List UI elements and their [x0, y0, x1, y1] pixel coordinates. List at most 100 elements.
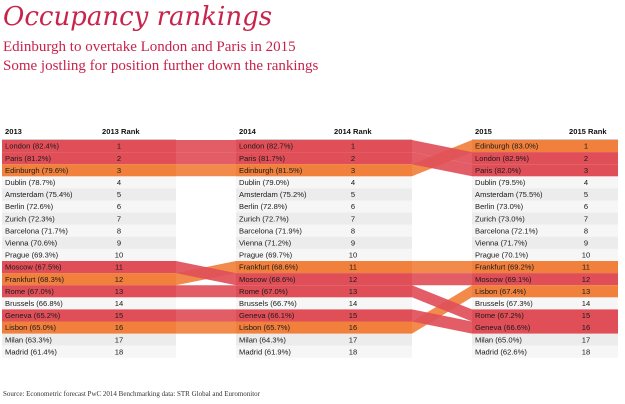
rank-value-vienna-2015: 9 [584, 239, 588, 248]
highlight-edinburgh-2013 [2, 164, 176, 177]
connector-bands [176, 140, 472, 334]
rank-value-barcelona-2015: 8 [584, 226, 588, 235]
rank-value-rome-2013: 13 [115, 287, 123, 296]
highlight-moscow-2015 [472, 273, 618, 286]
highlight-lisbon-2013 [2, 321, 176, 334]
rank-value-edinburgh-2014: 3 [351, 166, 355, 175]
row-bg-2013-17 [2, 333, 176, 346]
row-bg-2015-17 [472, 333, 618, 346]
highlight-paris-2014 [236, 152, 412, 165]
highlight-edinburgh-2014 [236, 164, 412, 177]
city-label-vienna-2014: Vienna (71.2%) [239, 239, 292, 248]
source-note: Source: Econometric forecast PwC 2014 Be… [3, 390, 260, 398]
rank-value-frankfurt-2015: 11 [582, 263, 590, 272]
rank-value-milan-2013: 17 [115, 335, 123, 344]
row-bg-2014-9 [236, 236, 412, 249]
row-bg-2014-17 [236, 333, 412, 346]
band-edinburgh-2014-2015 [412, 140, 472, 177]
highlight-london-2015 [472, 152, 618, 165]
city-label-milan-2014: Milan (64.3%) [239, 335, 286, 344]
city-label-prague-2014: Prague (69.7%) [239, 251, 293, 260]
city-label-dublin-2015: Dublin (79.5%) [475, 178, 526, 187]
chart-title: Occupancy rankings [3, 2, 273, 32]
rank-value-paris-2013: 2 [117, 154, 121, 163]
city-label-prague-2013: Prague (69.3%) [5, 251, 59, 260]
city-label-milan-2015: Milan (65.0%) [475, 335, 522, 344]
rank-value-moscow-2014: 12 [349, 275, 357, 284]
row-bg-2015-4 [472, 176, 618, 189]
highlighted-rows [2, 140, 618, 334]
rank-value-moscow-2013: 11 [115, 263, 123, 272]
city-label-prague-2015: Prague (70.1%) [475, 251, 529, 260]
city-label-edinburgh-2013: Edinburgh (79.6%) [5, 166, 69, 175]
city-label-berlin-2013: Berlin (72.6%) [5, 202, 54, 211]
rank-value-lisbon-2015: 13 [582, 287, 590, 296]
rank-value-dublin-2015: 4 [584, 178, 588, 187]
row-bg-2013-8 [2, 224, 176, 237]
rank-value-lisbon-2013: 16 [115, 323, 123, 332]
rank-value-paris-2014: 2 [351, 154, 355, 163]
city-label-frankfurt-2013: Frankfurt (68.3%) [5, 275, 65, 284]
rank-value-barcelona-2014: 8 [351, 226, 355, 235]
rank-value-berlin-2015: 6 [584, 202, 588, 211]
rank-value-paris-2015: 3 [584, 166, 588, 175]
rank-header-2013: 2013 Rank [102, 127, 140, 136]
highlight-london-2014 [236, 140, 412, 153]
rank-value-edinburgh-2013: 3 [117, 166, 121, 175]
highlight-paris-2015 [472, 164, 618, 177]
rank-value-zurich-2015: 7 [584, 214, 588, 223]
rank-value-vienna-2013: 9 [117, 239, 121, 248]
city-label-lisbon-2014: Lisbon (65.7%) [239, 323, 291, 332]
highlight-frankfurt-2013 [2, 273, 176, 286]
rank-value-amsterdam-2015: 5 [584, 190, 588, 199]
rank-value-berlin-2014: 6 [351, 202, 355, 211]
city-label-barcelona-2014: Barcelona (71.9%) [239, 226, 302, 235]
city-label-milan-2013: Milan (63.3%) [5, 335, 52, 344]
row-bg-2013-4 [2, 176, 176, 189]
table-text: 2013 2013 Rank London (82.4%) 1 Paris (81.2%… [5, 127, 607, 356]
city-label-vienna-2015: Vienna (71.7%) [475, 239, 528, 248]
row-bg-2014-14 [236, 297, 412, 310]
city-label-barcelona-2015: Barcelona (72.1%) [475, 226, 538, 235]
rank-value-berlin-2013: 6 [117, 202, 121, 211]
band-london-2014-2015 [412, 140, 472, 165]
rank-value-barcelona-2013: 8 [117, 226, 121, 235]
band-frankfurt-2014-2015 [412, 261, 472, 274]
rank-value-london-2014: 1 [351, 142, 355, 151]
highlight-frankfurt-2014 [236, 261, 412, 274]
rank-value-london-2013: 1 [117, 142, 121, 151]
rank-value-dublin-2013: 4 [117, 178, 121, 187]
row-bg-2013-9 [2, 236, 176, 249]
band-rome-2014-2015 [412, 285, 472, 322]
rank-value-amsterdam-2013: 5 [117, 190, 121, 199]
city-label-brussels-2013: Brussels (66.8%) [5, 299, 63, 308]
city-label-madrid-2013: Madrid (61.4%) [5, 347, 57, 356]
city-label-madrid-2015: Madrid (62.6%) [475, 347, 527, 356]
column-header-2015: 2015 [475, 127, 493, 136]
row-bg-2013-14 [2, 297, 176, 310]
city-label-moscow-2015: Moscow (69.1%) [475, 275, 532, 284]
highlight-paris-2013 [2, 152, 176, 165]
rank-value-madrid-2014: 18 [349, 347, 357, 356]
rank-value-brussels-2015: 14 [582, 299, 590, 308]
rank-value-london-2015: 2 [584, 154, 588, 163]
row-bg-2014-7 [236, 212, 412, 225]
row-bg-2014-8 [236, 224, 412, 237]
rank-value-rome-2014: 13 [349, 287, 357, 296]
city-label-zurich-2013: Zurich (72.3%) [5, 214, 55, 223]
rank-header-2015: 2015 Rank [569, 127, 607, 136]
city-label-madrid-2014: Madrid (61.9%) [239, 347, 291, 356]
chart-subtitle-line-1: Edinburgh to overtake London and Paris i… [3, 39, 296, 55]
highlight-rome-2013 [2, 285, 176, 298]
city-label-berlin-2015: Berlin (73.0%) [475, 202, 524, 211]
row-bg-2014-6 [236, 200, 412, 213]
rank-header-2014: 2014 Rank [334, 127, 372, 136]
city-label-lisbon-2015: Lisbon (67.4%) [475, 287, 527, 296]
column-header-2014: 2014 [239, 127, 257, 136]
city-label-barcelona-2013: Barcelona (71.7%) [5, 226, 68, 235]
row-bg-2013-5 [2, 188, 176, 201]
band-lisbon-2013-2014 [176, 321, 236, 334]
city-label-moscow-2014: Moscow (68.6%) [239, 275, 296, 284]
rank-value-amsterdam-2014: 5 [351, 190, 355, 199]
row-bg-2015-6 [472, 200, 618, 213]
